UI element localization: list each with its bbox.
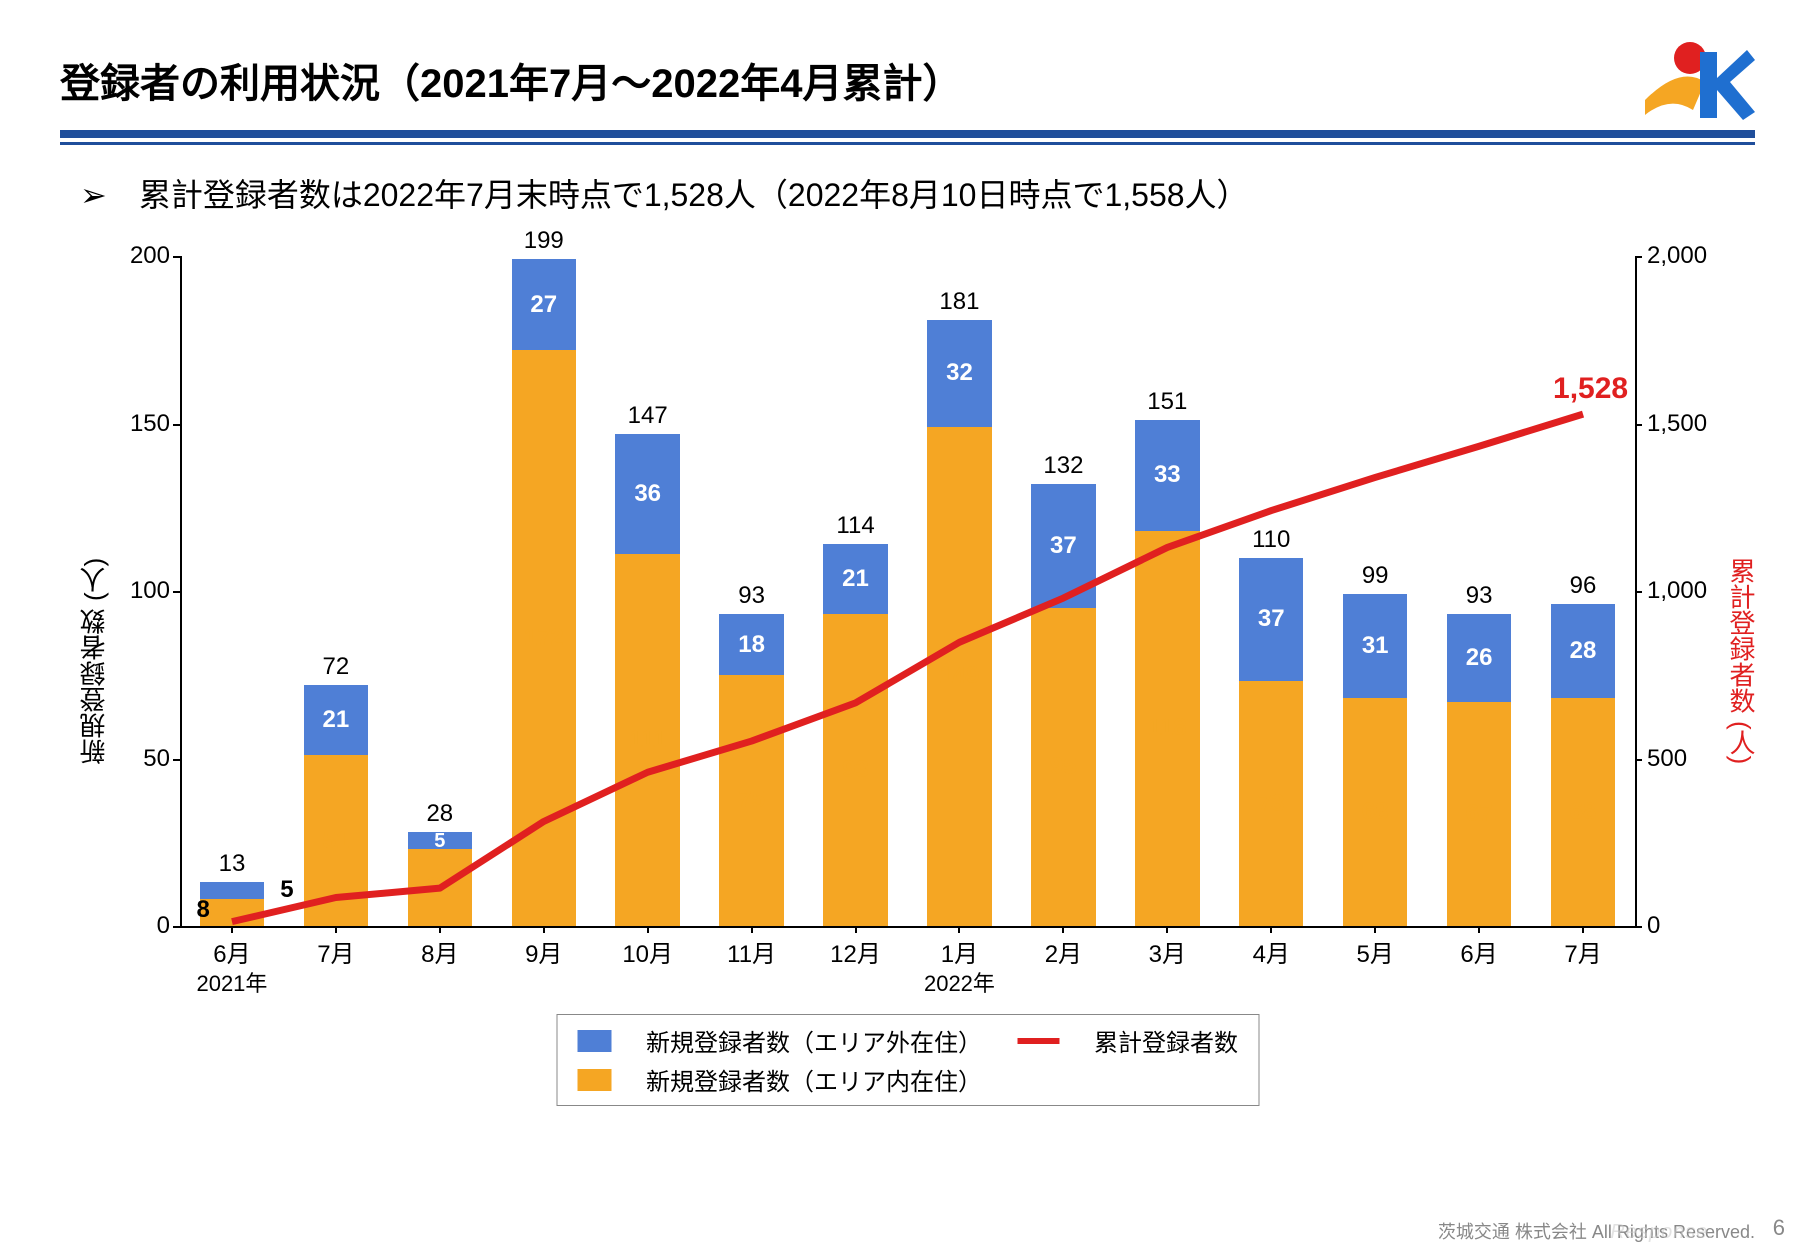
combo-chart: 新規登録者数 (人) 累計登録者数 (人) 05010015020005001,… xyxy=(60,226,1755,1096)
legend: 新規登録者数（エリア外在住） 累計登録者数新規登録者数（エリア内在住） xyxy=(556,1014,1259,1106)
page-number: 6 xyxy=(1773,1215,1785,1241)
watermark: Response. xyxy=(1610,1221,1715,1244)
summary-bullet: ➢ 累計登録者数は2022年7月末時点で1,528人（2022年8月10日時点で… xyxy=(80,170,1755,216)
legend-blue: 新規登録者数（エリア外在住） xyxy=(646,1023,982,1058)
company-logo xyxy=(1635,40,1755,120)
legend-line: 累計登録者数 xyxy=(1094,1023,1238,1058)
title-rule xyxy=(60,130,1755,145)
legend-orange: 新規登録者数（エリア内在住） xyxy=(646,1062,982,1097)
slide-title: 登録者の利用状況（2021年7月～2022年4月累計） xyxy=(60,51,962,109)
